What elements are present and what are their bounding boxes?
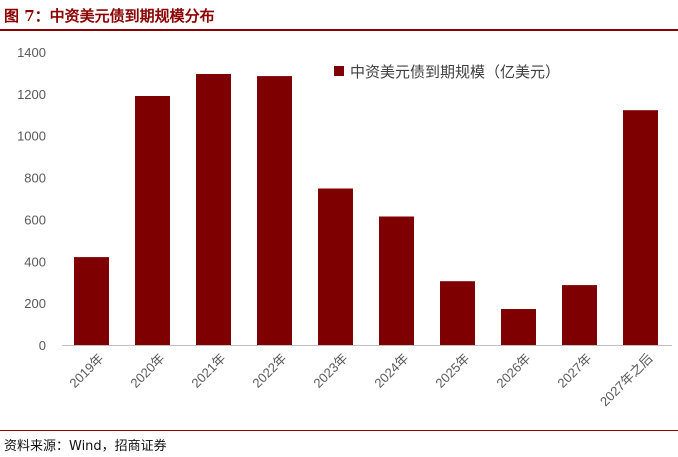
x-tick-label: 2025年 [432, 351, 472, 391]
bar [318, 188, 353, 345]
y-tick-label: 1000 [17, 129, 46, 144]
x-axis: 2019年 2020年 2021年 2022年 2023年 2024年 2025年 2026年… [66, 351, 655, 410]
y-axis: 0 200 400 600 800 1000 1200 1400 [17, 45, 46, 353]
legend: 中资美元债到期规模（亿美元） [334, 63, 560, 81]
y-tick-label: 0 [39, 338, 46, 353]
x-tick-label: 2027年 [554, 351, 594, 391]
x-tick-label: 2020年 [127, 351, 167, 391]
y-tick-label: 200 [24, 296, 46, 311]
y-tick-label: 1400 [17, 45, 46, 60]
bar [440, 281, 475, 345]
bar [562, 285, 597, 345]
legend-swatch [334, 66, 344, 76]
x-tick-label: 2019年 [66, 351, 106, 391]
x-tick-label: 2027年之后 [597, 351, 656, 410]
x-tick-label: 2024年 [371, 351, 411, 391]
x-tick-label: 2021年 [188, 351, 228, 391]
figure-title: 图 7：中资美元债到期规模分布 [4, 7, 215, 25]
source-note: 资料来源：Wind，招商证券 [4, 439, 167, 454]
bar [623, 110, 658, 345]
source-rule [0, 430, 678, 431]
bar [257, 76, 292, 345]
title-rule [0, 29, 678, 31]
y-tick-label: 600 [24, 212, 46, 227]
x-tick-label: 2022年 [249, 351, 289, 391]
y-tick-label: 400 [24, 254, 46, 269]
bar [135, 96, 170, 345]
x-tick-label: 2026年 [493, 351, 533, 391]
legend-label: 中资美元债到期规模（亿美元） [350, 63, 560, 81]
bar-series [74, 74, 658, 345]
x-tick-label: 2023年 [310, 351, 350, 391]
y-tick-label: 1200 [17, 87, 46, 102]
bar [379, 216, 414, 345]
y-tick-label: 800 [24, 171, 46, 186]
bar-chart: 0 200 400 600 800 1000 1200 1400 2019年 2020年 2021… [17, 45, 672, 410]
bar [196, 74, 231, 345]
bar [74, 257, 109, 345]
bar [501, 309, 536, 345]
